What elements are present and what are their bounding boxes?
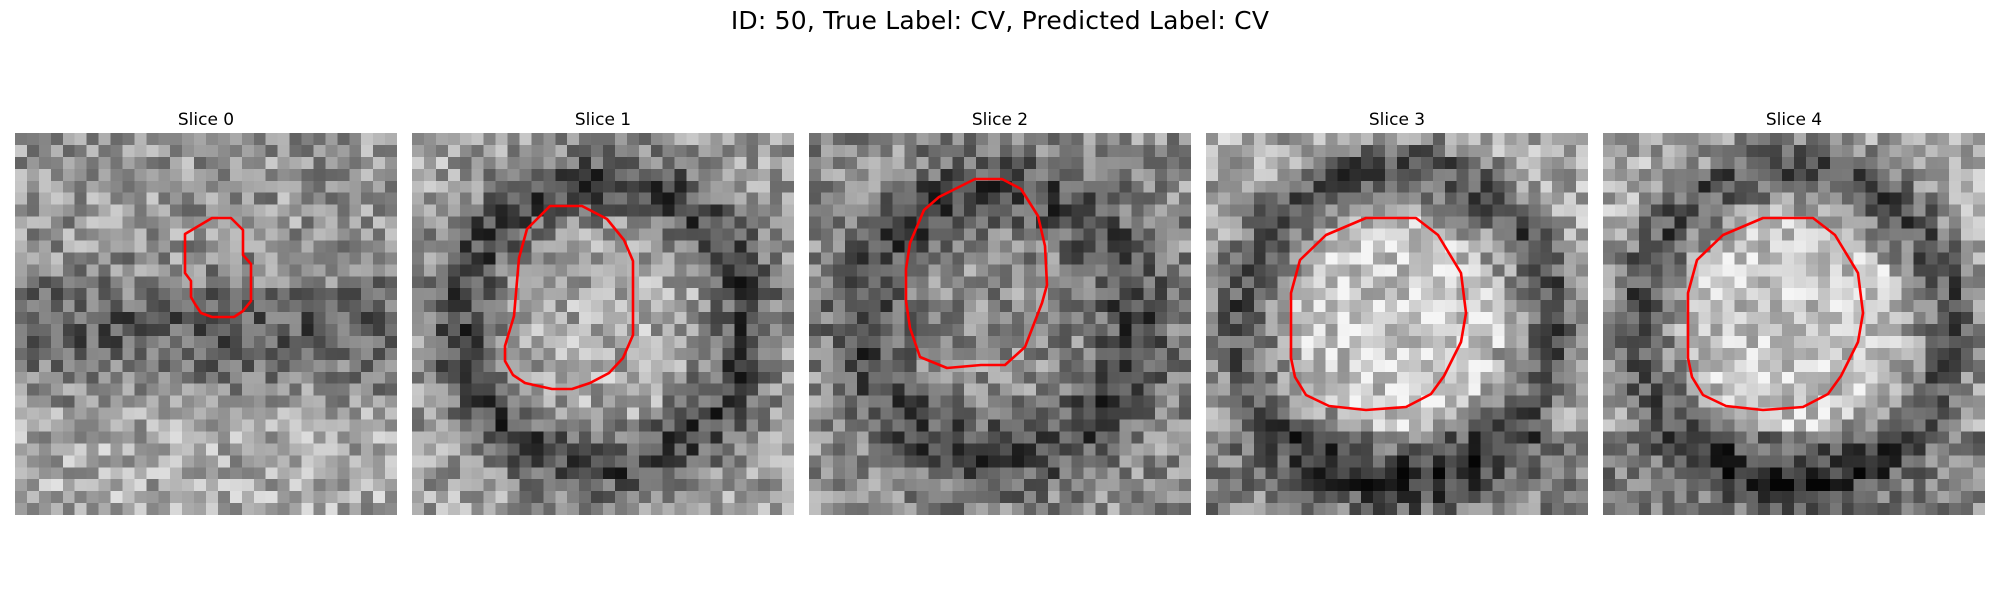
slice-canvas: [15, 133, 397, 515]
pixel-grid: [15, 133, 397, 515]
slice-panel-1: Slice 1: [412, 108, 794, 515]
slice-canvas: [1603, 133, 1985, 515]
slice-panel-3: Slice 3: [1206, 108, 1588, 515]
slice-canvas: [1206, 133, 1588, 515]
slice-title: Slice 2: [971, 110, 1029, 130]
slice-title: Slice 1: [574, 110, 632, 130]
pixel-grid: [1206, 133, 1588, 515]
slice-canvas: [412, 133, 794, 515]
slice-title: Slice 0: [177, 110, 235, 130]
roi-contour: [183, 216, 253, 319]
pixel-grid: [809, 133, 1191, 515]
slice-image: [15, 133, 397, 515]
slice-panel-4: Slice 4: [1603, 108, 1985, 515]
slice-canvas: [809, 133, 1191, 515]
roi-contour: [503, 204, 635, 391]
slice-image: [412, 133, 794, 515]
roi-contour: [904, 177, 1049, 370]
slice-panel-0: Slice 0: [15, 108, 397, 515]
slice-panel-2: Slice 2: [809, 108, 1191, 515]
slice-image: [1206, 133, 1588, 515]
slice-image: [809, 133, 1191, 515]
slice-title: Slice 4: [1765, 110, 1823, 130]
roi-contour: [1289, 216, 1468, 412]
pixel-grid: [1603, 133, 1985, 515]
pixel-grid: [412, 133, 794, 515]
slice-image: [1603, 133, 1985, 515]
roi-contour: [1686, 216, 1865, 412]
slice-title: Slice 3: [1368, 110, 1426, 130]
figure-title: ID: 50, True Label: CV, Predicted Label:…: [730, 6, 1270, 35]
